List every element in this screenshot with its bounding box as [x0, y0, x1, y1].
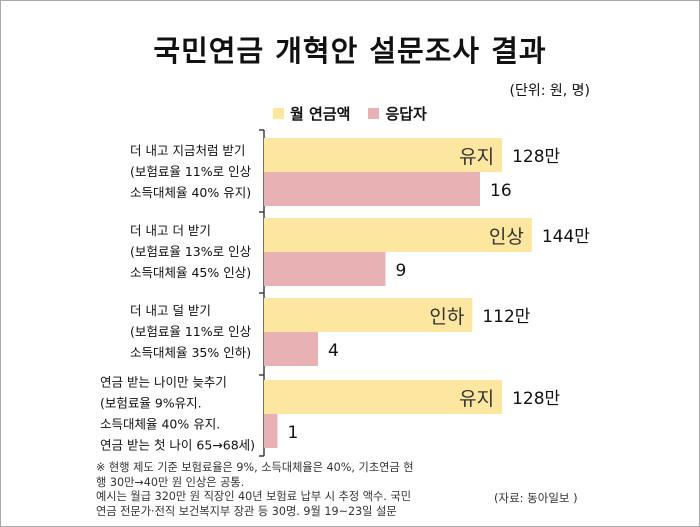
pension-value-label: 128만 [512, 147, 560, 167]
category-label: 더 내고 더 받기 [130, 223, 211, 238]
bar-respondents [264, 332, 318, 366]
bar-respondents [264, 252, 386, 286]
legend-swatch-pension [273, 108, 284, 119]
category-label: 소득대체율 45% 인상) [130, 265, 251, 280]
bar-pension [264, 218, 532, 252]
bar-inner-label: 유지 [459, 146, 494, 168]
bar-pension [264, 138, 503, 172]
respondent-value-label: 4 [328, 341, 339, 361]
bar-inner-label: 유지 [459, 388, 494, 410]
category-label: 소득대체율 40% 유지. [100, 417, 220, 432]
legend-label-pension: 월 연금액 [290, 105, 351, 123]
category-label: 소득대체율 40% 유지) [130, 185, 251, 200]
respondent-value-label: 9 [396, 261, 407, 281]
pension-value-label: 144만 [542, 227, 590, 247]
bar-respondents [264, 414, 278, 448]
bar-inner-label: 인하 [429, 306, 464, 328]
legend-label-respondents: 응답자 [385, 105, 427, 123]
respondent-value-label: 1 [288, 423, 299, 443]
category-label: (보험료율 9%유지. [100, 396, 202, 411]
category-label: 더 내고 지금처럼 받기 [130, 143, 245, 158]
legend-swatch-respondents [368, 108, 380, 119]
pension-value-label: 112만 [482, 307, 530, 327]
category-label: (보험료율 13%로 인상 [130, 244, 252, 259]
respondent-value-label: 16 [490, 181, 512, 201]
category-label: 더 내고 덜 받기 [130, 303, 211, 318]
category-label: 연금 받는 나이만 늦추기 [100, 375, 227, 390]
footnote-line: 연금 전문가·전직 보건복지부 장관 등 30명. 9월 19~23일 설문 [96, 504, 397, 518]
source-note: (자료: 동아일보 ) [494, 491, 578, 505]
category-label: (보험료율 11%로 인상 [130, 164, 252, 179]
footnote-line: 예시는 월급 320만 원 직장인 40년 보험료 납부 시 추정 액수. 국민 [96, 490, 411, 503]
legend: 월 연금액 응답자 [273, 103, 445, 124]
bar-inner-label: 인상 [489, 226, 524, 248]
unit-note: (단위: 원, 명) [509, 83, 590, 99]
pension-value-label: 128만 [512, 389, 560, 409]
category-label: (보험료율 11%로 인상 [130, 324, 252, 339]
category-label: 소득대체율 35% 인하) [130, 345, 251, 360]
chart-title: 국민연금 개혁안 설문조사 결과 [153, 34, 547, 68]
footnote: ※ 현행 제도 기준 보험료율은 9%, 소득대체율은 40%, 기초연금 현 … [96, 461, 446, 519]
footnote-line: 행 30만→40만 원 인상은 공통. [96, 475, 245, 489]
bar-pension [264, 380, 503, 414]
legend-item-respondents: 응답자 [368, 103, 427, 124]
bar-respondents [264, 172, 480, 206]
footnote-line: ※ 현행 제도 기준 보험료율은 9%, 소득대체율은 40%, 기초연금 현 [96, 461, 414, 474]
legend-item-pension: 월 연금액 [273, 103, 350, 124]
bar-pension [264, 298, 473, 332]
category-label: 연금 받는 첫 나이 65→68세) [100, 438, 255, 453]
